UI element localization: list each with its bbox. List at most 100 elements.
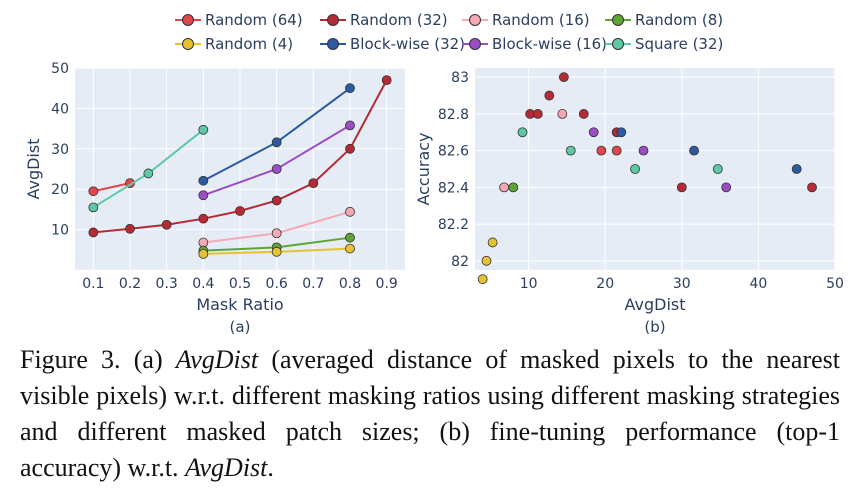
x-axis-title: Mask Ratio [196, 295, 283, 314]
legend: Random (64) Random (32) Random (16) Random … [0, 0, 856, 62]
y-axis-title: AvgDist [24, 138, 43, 199]
point-random-64 [611, 145, 622, 156]
x-tick-label: 0.9 [376, 276, 398, 292]
y-tick-label: 82.6 [438, 144, 469, 160]
charts-svg: 0.1 0.2 0.3 0.4 0.5 0.6 0.7 0.8 0.9 10 20 30 40 50 Mas… [24, 61, 844, 336]
point-random-32 [161, 219, 172, 230]
point-random-32 [558, 72, 569, 83]
legend-swatch [605, 37, 631, 51]
x-tick-label: 10 [520, 276, 538, 292]
point-random-32 [235, 206, 245, 216]
point-square-32 [88, 202, 99, 213]
legend-swatch [175, 13, 201, 27]
point-random-32 [345, 143, 355, 154]
legend-item-random-16: Random (16) [462, 10, 590, 30]
point-random-32 [88, 227, 99, 238]
point-random-32 [807, 182, 817, 193]
legend-label: Random (64) [205, 11, 303, 29]
point-random-4 [481, 255, 492, 266]
legend-swatch [462, 37, 488, 51]
point-block-wise-16 [345, 120, 355, 131]
point-block-wise-16 [638, 145, 649, 156]
point-random-64 [596, 145, 607, 156]
point-random-32 [532, 109, 543, 119]
y-tick-label: 20 [51, 182, 69, 198]
point-random-32 [125, 223, 135, 234]
plot-area-b [475, 68, 835, 270]
x-tick-label: 0.1 [82, 276, 104, 292]
point-random-32 [308, 178, 319, 189]
point-random-4 [477, 274, 488, 285]
point-block-wise-32 [689, 145, 699, 156]
point-random-16 [499, 182, 510, 193]
x-tick-label: 0.7 [302, 276, 324, 292]
legend-item-random-64: Random (64) [175, 10, 303, 30]
x-axis-title: AvgDist [624, 295, 685, 314]
y-tick-label: 10 [51, 223, 69, 239]
y-tick-label: 83 [451, 70, 469, 86]
point-random-32 [271, 195, 282, 206]
point-square-32 [630, 164, 640, 174]
point-random-4 [487, 237, 498, 248]
point-square-32 [565, 145, 576, 156]
point-square-32 [517, 127, 528, 138]
x-tick-label: 0.6 [266, 276, 288, 292]
point-random-16 [557, 109, 568, 119]
y-axis-title: Accuracy [414, 132, 433, 205]
caption-figure-label: Figure 3. [20, 345, 121, 374]
y-tick-label: 30 [51, 142, 69, 158]
legend-item-square-32: Square (32) [605, 34, 723, 54]
series-line-random-64 [93, 182, 131, 193]
point-random-32 [381, 75, 392, 86]
legend-label: Random (16) [492, 11, 590, 29]
caption-term-avgdist-b: AvgDist [185, 453, 268, 482]
legend-swatch [605, 13, 631, 27]
point-square-32 [143, 168, 154, 179]
point-square-32 [712, 164, 723, 174]
legend-swatch [175, 37, 201, 51]
y-tick-label: 50 [51, 61, 69, 77]
point-block-wise-32 [271, 137, 282, 148]
point-random-64 [88, 186, 99, 197]
point-random-16 [345, 206, 355, 217]
legend-item-random-8: Random (8) [605, 10, 723, 30]
point-random-16 [198, 237, 209, 248]
legend-label: Random (8) [635, 11, 724, 29]
point-block-wise-16 [588, 127, 599, 138]
point-block-wise-16 [271, 164, 282, 174]
x-tick-label: 40 [749, 276, 767, 292]
y-tick-label: 82.2 [438, 217, 469, 233]
legend-item-block-wise-16: Block-wise (16) [462, 34, 607, 54]
point-block-wise-32 [791, 164, 802, 174]
point-block-wise-32 [198, 175, 209, 186]
x-tick-label: 0.5 [229, 276, 251, 292]
point-random-4 [345, 243, 355, 254]
x-tick-label: 20 [596, 276, 614, 292]
figure-caption: Figure 3. (a) AvgDist (averaged distance… [20, 342, 840, 486]
legend-item-block-wise-32: Block-wise (32) [320, 34, 465, 54]
y-tick-label: 40 [51, 101, 69, 117]
point-block-wise-32 [616, 127, 627, 138]
point-random-4 [198, 248, 209, 259]
x-tick-label: 50 [826, 276, 844, 292]
point-random-32 [544, 90, 555, 101]
point-block-wise-16 [721, 182, 732, 193]
y-tick-label: 82 [451, 254, 469, 270]
y-tick-label: 82.4 [438, 180, 469, 196]
x-tick-label: 0.4 [192, 276, 214, 292]
point-random-8 [345, 232, 355, 243]
legend-label: Random (32) [350, 11, 448, 29]
x-tick-label: 0.2 [119, 276, 141, 292]
legend-label: Square (32) [635, 35, 724, 53]
caption-part-a-label: (a) [133, 345, 163, 374]
point-random-8 [508, 182, 519, 193]
x-tick-label: 0.3 [156, 276, 178, 292]
subplot-label: (a) [230, 318, 251, 336]
caption-end: . [267, 453, 274, 482]
point-random-16 [271, 228, 282, 239]
caption-term-avgdist: AvgDist [175, 345, 259, 374]
x-tick-label: 30 [673, 276, 691, 292]
point-square-32 [198, 124, 209, 135]
point-random-32 [578, 109, 589, 119]
